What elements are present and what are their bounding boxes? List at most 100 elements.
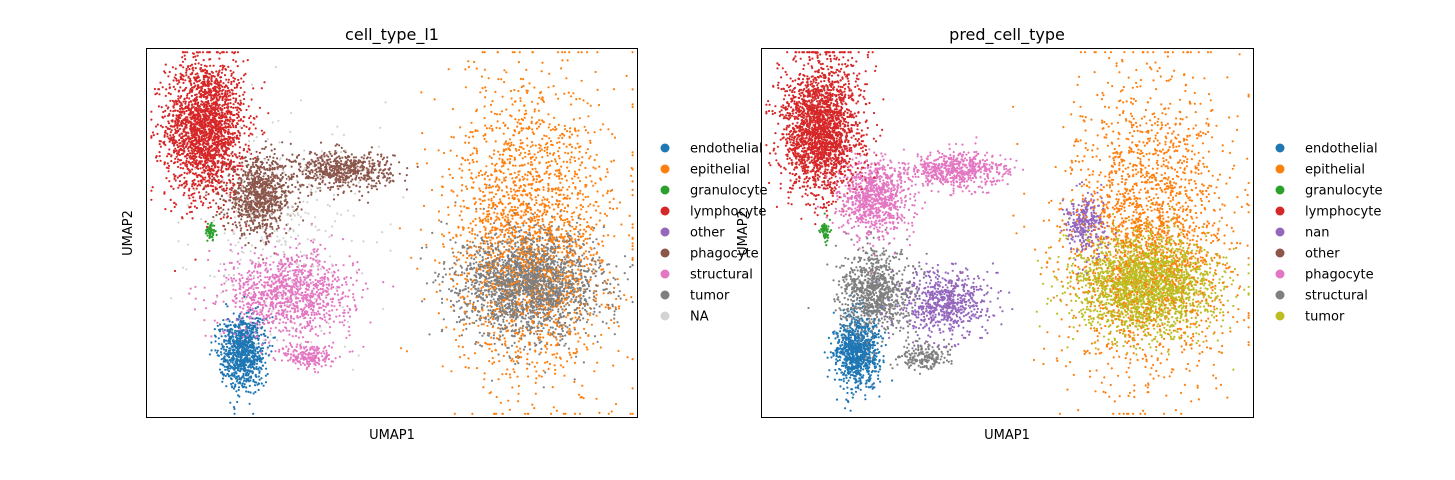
data-point [468,291,470,293]
data-point [562,366,564,368]
data-point [194,206,196,208]
data-point [583,240,585,242]
data-point [543,320,545,322]
data-point [520,351,522,353]
data-point [438,273,440,275]
data-point [324,183,326,185]
data-point [618,305,620,307]
data-point [484,69,486,71]
data-point [505,108,507,110]
data-point [239,292,241,294]
data-point [322,350,324,352]
data-point [490,200,492,202]
data-point [283,171,285,173]
data-point [550,344,552,346]
data-point [543,211,545,213]
data-point [362,240,364,242]
data-point [514,165,516,167]
data-point [526,144,528,146]
data-point [484,267,486,269]
data-point [228,89,230,91]
data-point [346,175,348,177]
data-point [243,252,245,254]
data-point [488,187,490,189]
data-point [460,297,462,299]
data-point [265,353,267,355]
data-point [186,51,188,53]
data-point [492,357,494,359]
data-point [562,186,564,188]
data-point [291,191,293,193]
data-point [259,275,261,277]
data-point [310,194,312,196]
data-point [498,305,500,307]
data-point [492,252,494,254]
data-point [473,263,475,265]
data-point [560,67,562,69]
data-point [351,178,353,180]
data-point [261,236,263,238]
data-point [587,102,589,104]
data-point [486,184,488,186]
data-point [450,370,452,372]
data-point [262,225,264,227]
data-point [628,234,630,236]
data-point [520,335,522,337]
data-point [546,361,548,363]
data-point [335,316,337,318]
data-point [560,166,562,168]
data-point [546,250,548,252]
data-point [417,166,419,168]
data-point [465,282,467,284]
data-point [568,348,570,350]
data-point [527,162,529,164]
data-point [579,117,581,119]
data-point [208,250,210,252]
data-point [583,328,585,330]
data-point [263,168,265,170]
data-point [338,279,340,281]
data-point [456,301,458,303]
data-point [173,202,175,204]
data-point [580,396,582,398]
data-point [323,301,325,303]
data-point [613,287,615,289]
data-point [509,409,511,411]
data-point [221,358,223,360]
data-point [501,231,503,233]
data-point [216,295,218,297]
data-point [495,176,497,178]
data-point [334,220,336,222]
data-point [585,301,587,303]
data-point [501,290,503,292]
data-point [456,292,458,294]
data-point [328,322,330,324]
data-point [319,175,321,177]
data-point [557,264,559,266]
data-point [215,96,217,98]
data-point [558,157,560,159]
data-point [190,100,192,102]
data-point [352,293,354,295]
data-point [375,168,377,170]
data-point [569,324,571,326]
data-point [184,103,186,105]
data-point [468,169,470,171]
data-point [258,375,260,377]
data-point [324,361,326,363]
data-point [536,178,538,180]
data-point [231,73,233,75]
data-point [355,175,357,177]
data-point [255,263,257,265]
data-point [322,288,324,290]
data-point [294,322,296,324]
data-point [339,356,341,358]
data-point [541,138,543,140]
data-point [449,268,451,270]
data-point [571,151,573,153]
data-point [274,318,276,320]
data-point [232,223,234,225]
data-point [247,391,249,393]
data-point [380,155,382,157]
data-point [209,65,211,67]
